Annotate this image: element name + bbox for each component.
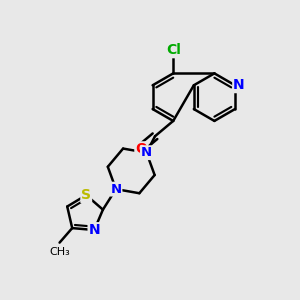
Text: CH₃: CH₃ [49, 247, 70, 256]
Text: O: O [135, 142, 147, 156]
Text: N: N [110, 183, 122, 196]
Text: N: N [141, 146, 152, 159]
Text: S: S [81, 188, 91, 202]
Text: N: N [88, 223, 100, 237]
Text: Cl: Cl [166, 43, 181, 57]
Text: N: N [233, 78, 245, 92]
